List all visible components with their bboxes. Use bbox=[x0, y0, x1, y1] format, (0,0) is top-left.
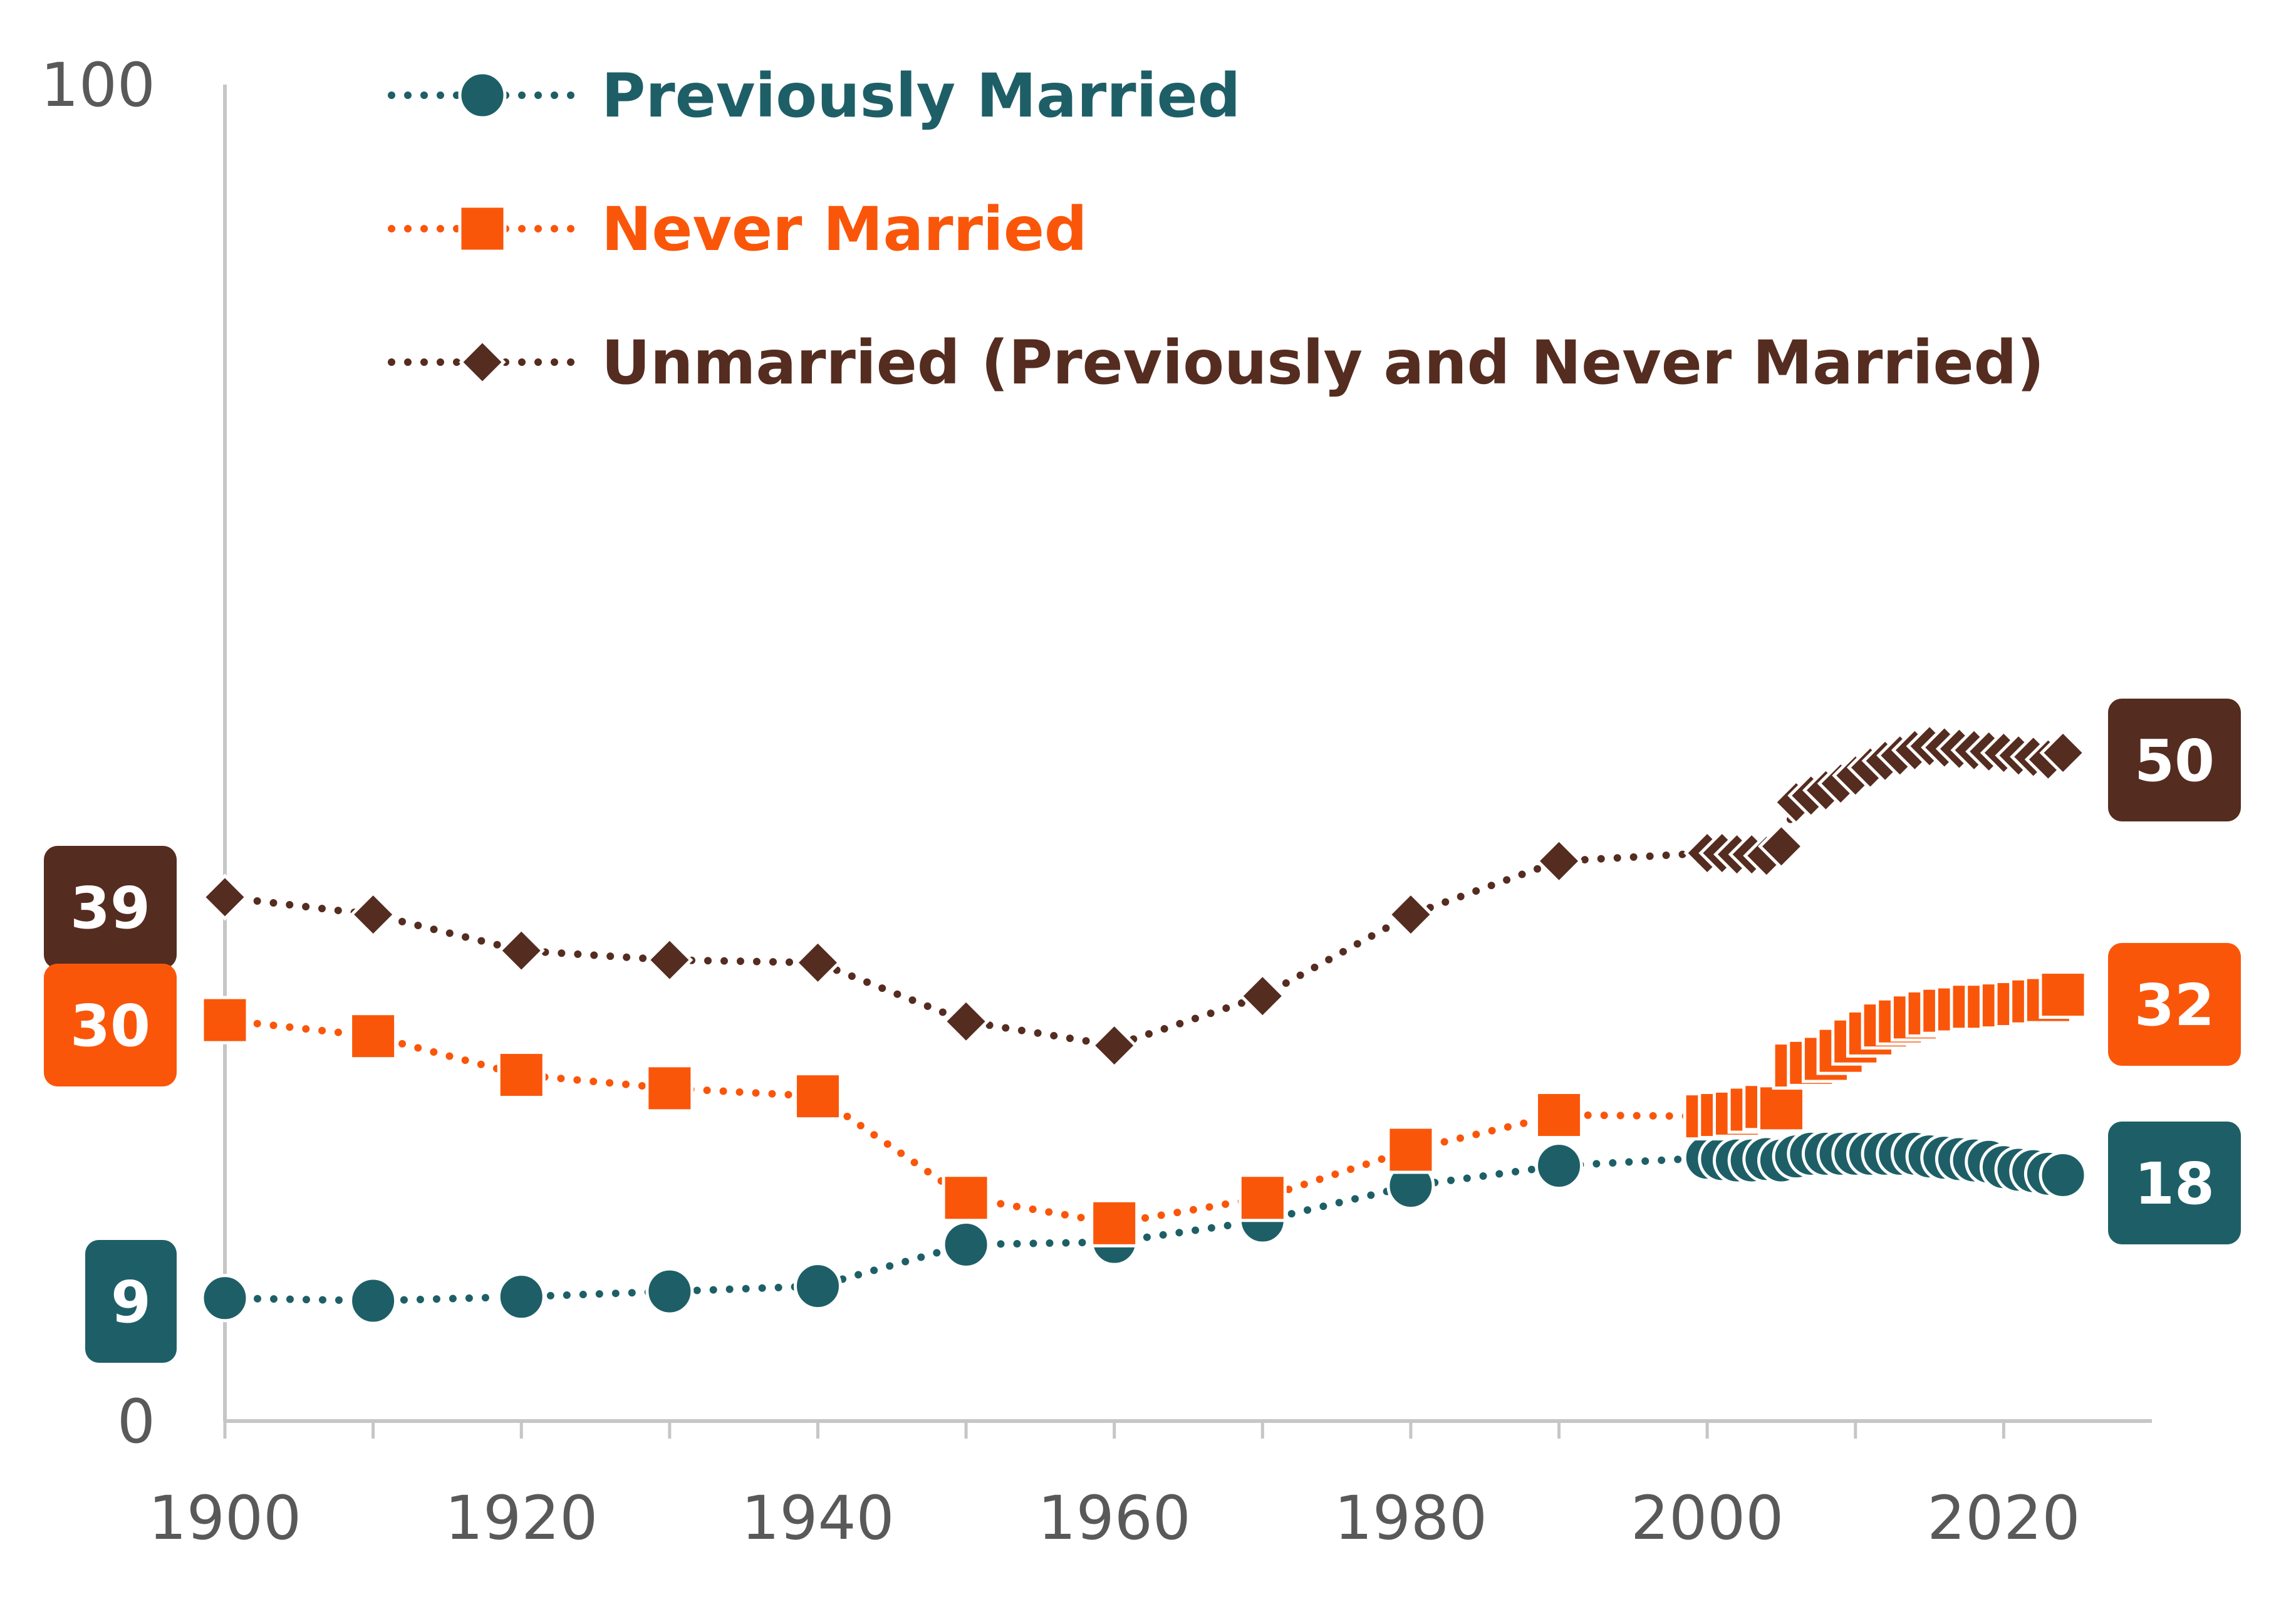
axes-layer: 1900 1920 1940 1960 1980 2000 2020 0 100 bbox=[41, 50, 2152, 1553]
end-label-previously: 18 bbox=[2108, 1122, 2241, 1244]
end-label-previously-box bbox=[2108, 1122, 2241, 1244]
data-point-unmarried bbox=[350, 891, 397, 939]
data-point-unmarried bbox=[1535, 837, 1583, 885]
data-point-never bbox=[1386, 1125, 1435, 1174]
data-point-never bbox=[349, 1012, 398, 1061]
data-point-unmarried bbox=[497, 927, 545, 974]
series-line-never bbox=[221, 991, 2067, 1227]
data-point-never bbox=[942, 1174, 990, 1222]
series-previously bbox=[200, 1129, 2087, 1325]
data-point-previously bbox=[793, 1262, 842, 1311]
data-point-unmarried bbox=[1239, 972, 1286, 1020]
legend-marker-previously bbox=[458, 71, 507, 120]
x-tick-label: 1940 bbox=[741, 1483, 894, 1553]
end-label-never-text: 32 bbox=[2134, 972, 2215, 1039]
data-point-unmarried bbox=[1091, 1022, 1138, 1070]
start-label-previously: 9 bbox=[85, 1240, 177, 1363]
start-label-previously-box bbox=[85, 1240, 177, 1363]
data-point-previously bbox=[2039, 1151, 2087, 1200]
legend-item-unmarried: Unmarried (Previously and Never Married) bbox=[388, 328, 2044, 398]
end-label-unmarried: 50 bbox=[2108, 699, 2241, 821]
data-point-unmarried bbox=[794, 939, 841, 986]
end-label-previously-text: 18 bbox=[2134, 1150, 2215, 1217]
series-unmarried bbox=[201, 722, 2087, 1070]
x-tick-label: 1960 bbox=[1038, 1483, 1191, 1553]
x-tick-label: 1980 bbox=[1334, 1483, 1487, 1553]
start-label-previously-text: 9 bbox=[111, 1269, 151, 1336]
data-point-unmarried bbox=[1387, 891, 1435, 939]
end-label-unmarried-text: 50 bbox=[2134, 727, 2215, 794]
data-point-never bbox=[1535, 1091, 1584, 1140]
series-layer bbox=[200, 722, 2087, 1325]
x-tick-label: 1920 bbox=[445, 1483, 598, 1553]
x-tick-label: 2000 bbox=[1631, 1483, 1784, 1553]
data-point-never bbox=[200, 996, 249, 1044]
end-label-unmarried-box bbox=[2108, 699, 2241, 821]
x-tick-label: 1900 bbox=[148, 1483, 301, 1553]
series-never bbox=[200, 971, 2087, 1247]
x-tick-label: 2020 bbox=[1927, 1483, 2080, 1553]
end-label-never: 32 bbox=[2108, 943, 2241, 1066]
data-point-never bbox=[2039, 971, 2087, 1019]
data-point-unmarried bbox=[942, 997, 990, 1045]
legend-item-previously: Previously Married bbox=[388, 61, 1240, 131]
data-point-previously bbox=[497, 1273, 546, 1321]
legend-label-previously: Previously Married bbox=[601, 61, 1240, 131]
data-point-unmarried bbox=[1757, 823, 1805, 870]
start-label-never-text: 30 bbox=[70, 992, 150, 1060]
start-label-never: 30 bbox=[44, 964, 177, 1086]
data-point-never bbox=[497, 1051, 546, 1100]
data-point-never bbox=[645, 1064, 694, 1113]
data-point-never bbox=[1090, 1199, 1139, 1247]
data-point-unmarried bbox=[201, 873, 249, 921]
legend-label-never: Never Married bbox=[601, 194, 1088, 264]
data-point-previously bbox=[1535, 1142, 1584, 1190]
y-tick-label: 100 bbox=[41, 50, 155, 120]
data-point-unmarried bbox=[2039, 729, 2087, 777]
start-label-unmarried: 39 bbox=[44, 846, 177, 969]
start-label-never-box bbox=[44, 964, 177, 1086]
end-label-never-box bbox=[2108, 943, 2241, 1066]
data-point-unmarried bbox=[646, 936, 693, 984]
legend-item-never: Never Married bbox=[388, 194, 1088, 264]
data-point-previously bbox=[645, 1267, 694, 1316]
data-point-never bbox=[1757, 1084, 1805, 1133]
data-point-never bbox=[793, 1072, 842, 1121]
data-point-never bbox=[1238, 1174, 1287, 1222]
end-labels: 39 30 9 50 32 18 bbox=[44, 699, 2241, 1363]
series-line-previously bbox=[221, 1150, 2067, 1305]
legend-label-unmarried: Unmarried (Previously and Never Married) bbox=[601, 328, 2044, 398]
start-label-unmarried-text: 39 bbox=[70, 875, 150, 942]
legend-marker-unmarried bbox=[459, 338, 506, 386]
data-point-previously bbox=[200, 1274, 249, 1323]
data-point-previously bbox=[349, 1276, 398, 1325]
legend-marker-never bbox=[458, 204, 507, 253]
data-point-previously bbox=[942, 1220, 990, 1269]
start-label-unmarried-box bbox=[44, 846, 177, 969]
legend: Previously Married Never Married Unmarried… bbox=[388, 61, 2044, 398]
y-tick-label: 0 bbox=[117, 1387, 155, 1457]
